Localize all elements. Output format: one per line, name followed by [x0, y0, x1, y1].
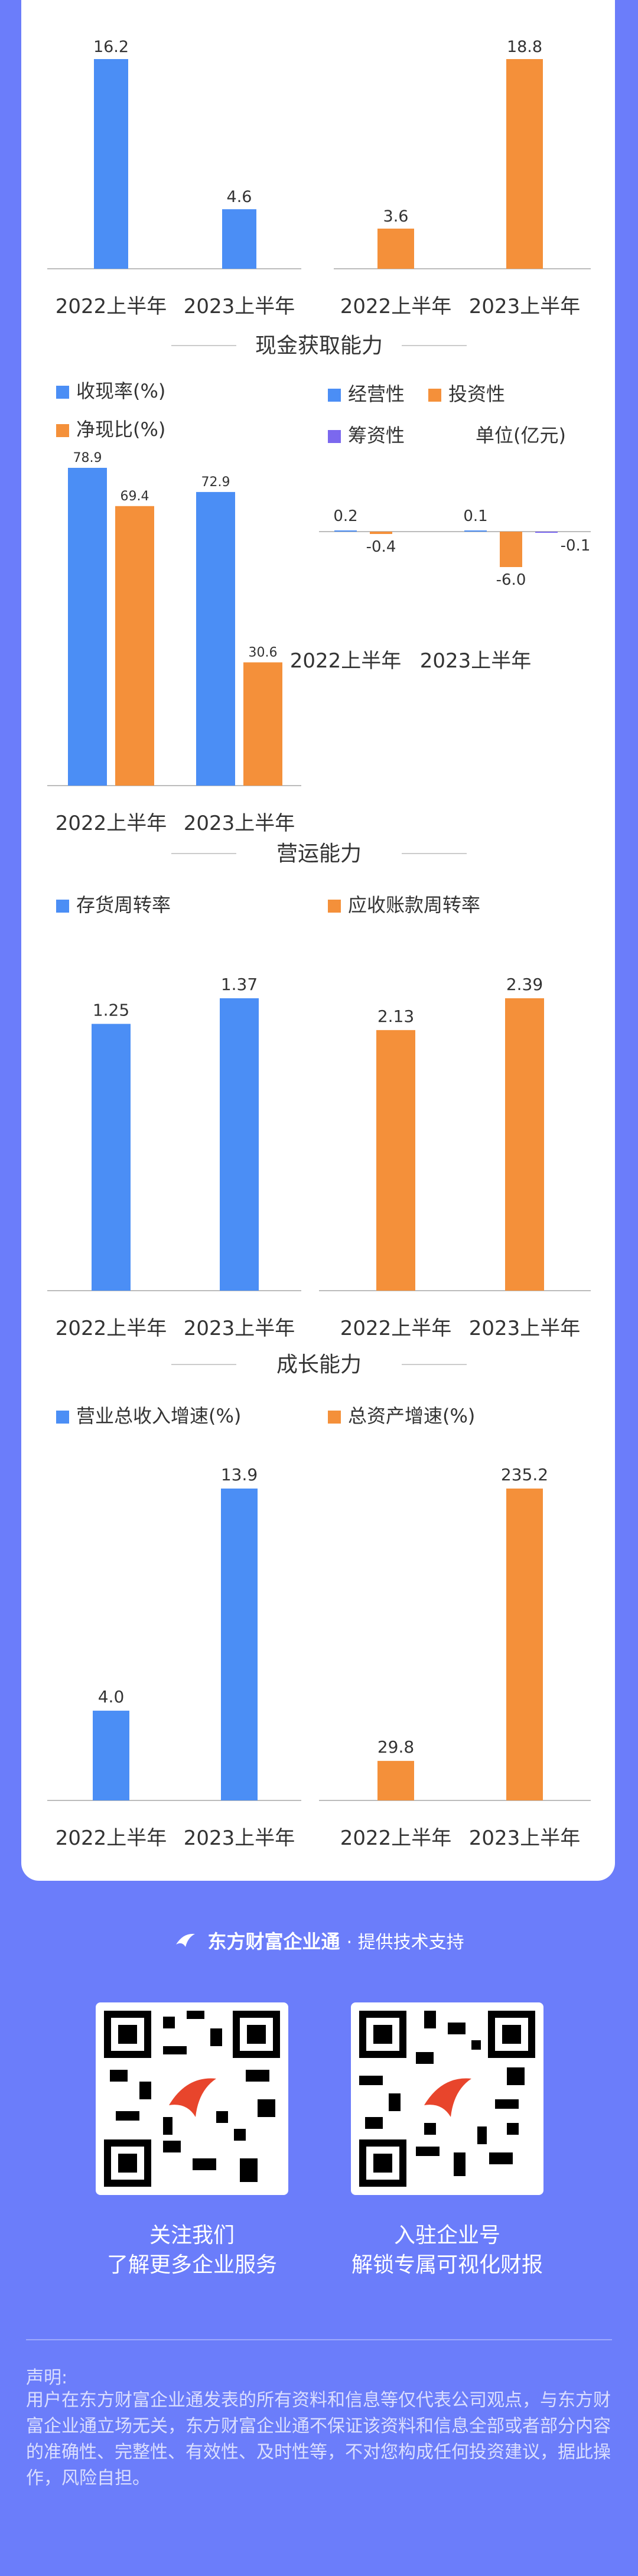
brand-line: 东方财富企业通 · 提供技术支持 [0, 1927, 638, 1954]
legend-label: 投资性 [448, 383, 505, 405]
data-label: 1.37 [221, 975, 258, 994]
bar [196, 491, 235, 786]
data-label: 78.9 [73, 451, 102, 465]
data-label: 30.6 [249, 645, 278, 660]
qr-left-caption-line2: 了解更多企业服务 [106, 2253, 277, 2277]
data-label: 235.2 [501, 1465, 548, 1484]
bar [370, 532, 392, 534]
legend-label: 应收账款周转率 [348, 894, 480, 916]
bar [377, 229, 414, 269]
legend-label: 经营性 [348, 383, 405, 405]
legend-label: 营业总收入增速(%) [76, 1405, 241, 1427]
bar [68, 468, 107, 786]
legend-label: 净现比(%) [76, 418, 165, 441]
data-label: 29.8 [377, 1737, 414, 1757]
legend-swatch [328, 389, 341, 402]
bar [222, 209, 256, 269]
legend-swatch [328, 430, 341, 443]
brand-support: · 提供技术支持 [346, 1932, 464, 1953]
x-tick-label: 2022上半年 [56, 1317, 167, 1340]
legend-label: 总资产增速(%) [348, 1405, 475, 1427]
data-label: 2.39 [506, 975, 543, 994]
x-tick-label: 2022上半年 [340, 1317, 452, 1340]
x-tick-label: 2022上半年 [290, 649, 402, 673]
bar [94, 59, 128, 269]
data-label: 0.2 [333, 507, 357, 525]
bar [500, 532, 522, 567]
bar [93, 1711, 129, 1800]
qr-code-follow[interactable] [96, 2002, 288, 2195]
bar [506, 1489, 543, 1800]
x-tick-label: 2023上半年 [184, 1317, 295, 1340]
bar [535, 532, 558, 533]
x-tick-label: 2022上半年 [56, 812, 167, 835]
legend-swatch [56, 900, 69, 913]
brand-name: 东方财富企业通 [207, 1930, 340, 1953]
data-label: 16.2 [93, 38, 129, 56]
brand-logo-icon [174, 1932, 197, 1954]
data-label: -0.4 [366, 538, 396, 556]
legend-label: 筹资性 [348, 424, 405, 447]
disclaimer-text: 用户在东方财富企业通发表的所有资料和信息等仅代表公司观点，与东方财富企业通立场无… [26, 2390, 611, 2489]
x-tick-label: 2023上半年 [469, 295, 581, 318]
qr-left-caption: 关注我们 了解更多企业服务 [68, 2221, 316, 2280]
x-tick-label: 2022上半年 [56, 1826, 167, 1850]
bar [464, 530, 487, 532]
bar [377, 1761, 414, 1800]
footer: 东方财富企业通 · 提供技术支持 关注我们 [0, 1890, 638, 2576]
qr-right-caption-line2: 解锁专属可视化财报 [351, 2253, 543, 2277]
bar [505, 998, 544, 1291]
x-tick-label: 2023上半年 [184, 295, 295, 318]
data-label: 4.0 [98, 1687, 125, 1707]
x-tick-label: 2023上半年 [184, 1826, 295, 1850]
legend-swatch [328, 900, 341, 913]
bar [506, 59, 543, 269]
legend-swatch [56, 1411, 69, 1424]
legend-swatch [328, 1411, 341, 1424]
x-tick-label: 2023上半年 [469, 1826, 581, 1850]
qr-code-icon [104, 2011, 280, 2187]
qr-right-caption: 入驻企业号 解锁专属可视化财报 [323, 2221, 571, 2280]
section-title: 成长能力 [276, 1353, 362, 1377]
unit-label: 单位(亿元) [476, 424, 566, 447]
qr-code-join[interactable] [351, 2002, 543, 2195]
legend-label: 存货周转率 [76, 894, 171, 916]
footer-divider [26, 2339, 612, 2340]
bar [376, 1030, 415, 1291]
bar [115, 506, 154, 786]
bar [334, 530, 357, 532]
x-tick-label: 2023上半年 [469, 1317, 581, 1340]
data-label: 69.4 [121, 489, 149, 504]
x-tick-label: 2022上半年 [340, 295, 452, 318]
x-tick-label: 2022上半年 [340, 1826, 452, 1850]
section-title: 现金获取能力 [255, 334, 383, 358]
data-label: 1.25 [93, 1000, 129, 1020]
data-label: 72.9 [201, 475, 230, 490]
data-label: 4.6 [227, 188, 252, 206]
qr-code-icon [359, 2011, 535, 2187]
bar [221, 1489, 258, 1800]
charts-canvas: 2022上半年 2023上半年 16.2 4.6 2022上半年 2023上半年 3.6 18… [47, 38, 591, 1850]
data-label: 18.8 [507, 38, 542, 56]
bar [92, 1024, 131, 1291]
data-label: -6.0 [496, 571, 526, 589]
x-tick-label: 2023上半年 [420, 649, 532, 673]
data-label: 0.1 [463, 507, 487, 525]
legend-label: 收现率(%) [76, 380, 165, 402]
x-tick-label: 2022上半年 [56, 295, 167, 318]
legend-swatch [56, 424, 69, 437]
legend-swatch [428, 389, 441, 402]
section-title: 营运能力 [276, 842, 362, 866]
disclaimer-title: 声明: [26, 2367, 68, 2388]
qr-right-caption-line1: 入驻企业号 [393, 2223, 500, 2248]
data-label: 3.6 [383, 207, 409, 226]
x-tick-label: 2023上半年 [184, 812, 295, 835]
data-label: -0.1 [561, 537, 591, 555]
legend-swatch [56, 386, 69, 399]
qr-left-caption-line1: 关注我们 [149, 2223, 235, 2248]
bar [243, 662, 282, 786]
bar [220, 998, 259, 1291]
data-label: 2.13 [377, 1007, 414, 1026]
data-label: 13.9 [221, 1465, 258, 1484]
